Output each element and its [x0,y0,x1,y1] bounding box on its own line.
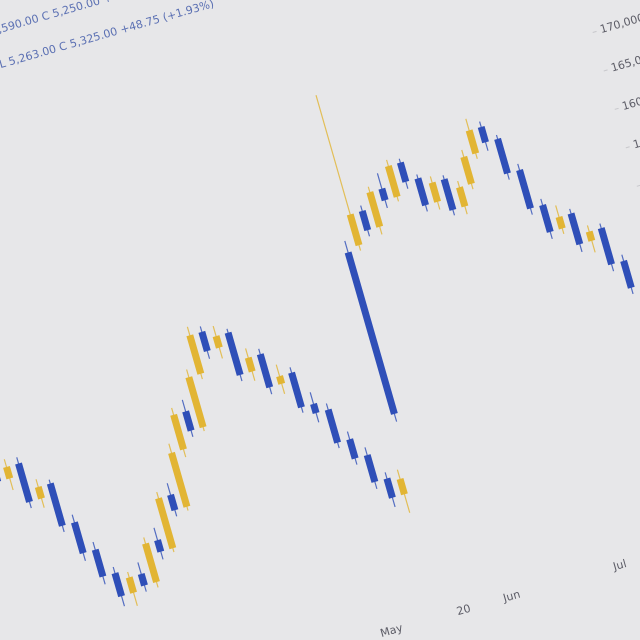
candle-body [384,165,401,198]
x-tick-label: Jul [611,557,628,573]
candle-body [111,572,125,598]
candle-body [539,204,554,233]
candle-body [585,230,596,242]
x-tick-label: Jun [501,588,522,606]
y-tick [625,146,630,149]
candle-body [142,542,160,583]
candle-body [167,493,179,512]
y-tick [636,184,640,187]
candle-body [155,497,177,550]
candle-body [15,462,33,503]
candle-body [186,334,205,375]
candle-body [465,129,480,155]
candle-body [456,186,469,208]
candle-body [428,181,441,203]
y-tick [614,107,619,110]
candle-body [276,375,286,385]
candle-body [125,576,137,594]
candle-body [597,227,615,266]
candle-body [170,413,187,451]
x-tick-label: 20 [455,602,472,618]
candle-body [344,251,398,415]
candle-body [378,187,389,202]
candle-body [46,482,66,527]
candle-body [34,485,45,500]
candle-body [440,178,457,211]
candle-body [256,353,274,389]
candle-body [396,161,410,183]
y-tick [603,69,608,72]
candle-body [182,410,195,432]
candle-body [91,548,107,578]
candle-body [346,213,363,247]
candle-body [168,451,191,508]
y-tick [592,30,597,33]
candle-body [363,454,379,483]
candle-body [212,335,223,349]
candle-body [396,477,408,496]
candle-body [244,356,256,373]
candle-body [71,521,87,555]
x-tick-label: May [379,621,405,640]
candle-body [477,125,489,144]
candle-body [3,465,14,480]
candle-body [154,539,165,553]
candle-body [567,212,584,246]
candle-body [460,155,475,185]
candle-body [224,331,244,376]
candle-body [185,376,207,429]
candle-body [366,191,384,228]
candle-body [358,209,372,232]
candle-body [198,330,211,353]
candle-body [288,371,305,409]
candle-body [310,402,320,415]
candle-body [346,438,359,460]
candle-body [555,215,566,230]
candle-body [137,572,148,587]
candle-body [516,169,534,210]
candle-body [620,259,635,289]
candle-body [414,177,429,207]
candle-body [383,477,396,499]
candle-body [324,408,342,444]
candle-body [494,137,511,175]
